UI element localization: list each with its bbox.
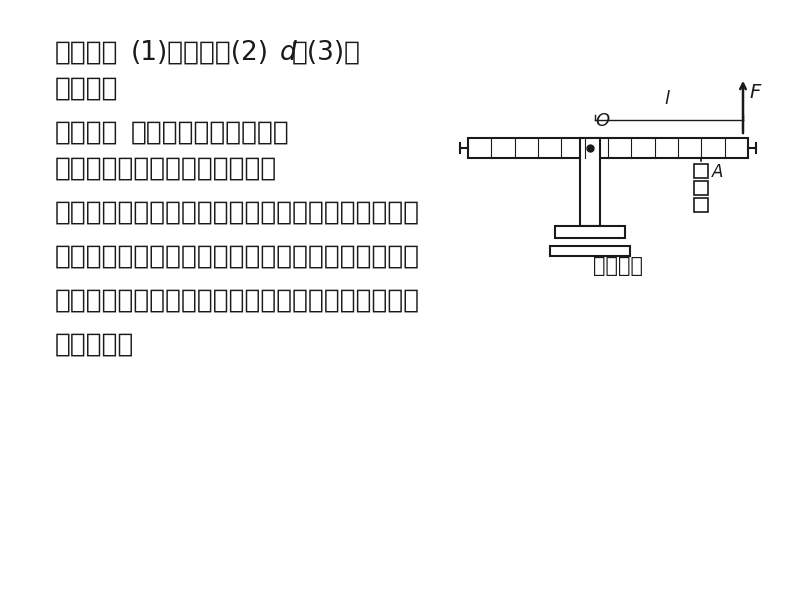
Text: $l$: $l$: [664, 90, 671, 108]
Text: 【答案】: 【答案】: [55, 40, 118, 66]
Bar: [694, 198, 708, 212]
Text: $d$: $d$: [279, 40, 298, 66]
Bar: [550, 246, 630, 256]
Bar: [555, 226, 625, 238]
Text: ；(3)如: ；(3)如: [292, 40, 361, 66]
Bar: [580, 138, 600, 226]
Text: 答图所示: 答图所示: [55, 76, 118, 102]
Text: $A$: $A$: [711, 163, 724, 181]
Bar: [694, 164, 708, 178]
Text: 实验时使杠杆在水平位: 实验时使杠杆在水平位: [131, 120, 290, 146]
Text: 置平衡的好处有三条：一是便于: 置平衡的好处有三条：一是便于: [55, 156, 277, 182]
Text: （答图）: （答图）: [593, 256, 643, 276]
Text: 的影响；三是在判断杠杆的平衡条件时可以把杠杆上: 的影响；三是在判断杠杆的平衡条件时可以把杠杆上: [55, 244, 420, 270]
Text: 测量力臂；二是可以忽略杠杆本身的重力对杠杆平衡: 测量力臂；二是可以忽略杠杆本身的重力对杠杆平衡: [55, 200, 420, 226]
Bar: [468, 138, 748, 158]
Bar: [694, 181, 708, 195]
Text: 是否平衡。: 是否平衡。: [55, 332, 134, 358]
Text: (1)不悬挂；(2): (1)不悬挂；(2): [131, 40, 269, 66]
Text: 【点拨】: 【点拨】: [55, 120, 118, 146]
Text: $F$: $F$: [749, 83, 762, 102]
Text: $O$: $O$: [595, 112, 611, 130]
Text: 的格子数和力直接相乘，这样可以方便地判断出杠杆: 的格子数和力直接相乘，这样可以方便地判断出杠杆: [55, 288, 420, 314]
